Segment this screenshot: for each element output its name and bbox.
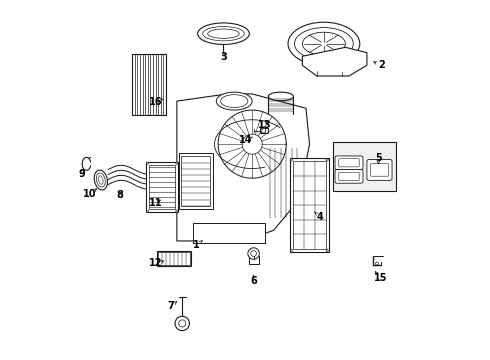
Text: 7: 7: [168, 301, 174, 311]
Text: 9: 9: [78, 168, 85, 179]
Bar: [333, 142, 395, 191]
Ellipse shape: [269, 92, 294, 101]
Text: 3: 3: [220, 52, 227, 62]
Ellipse shape: [290, 249, 293, 251]
Ellipse shape: [94, 170, 107, 190]
Bar: [158, 252, 190, 265]
Bar: [157, 251, 191, 266]
Text: 13: 13: [258, 121, 271, 130]
Bar: [248, 256, 259, 264]
Text: 2: 2: [379, 60, 385, 70]
Text: 8: 8: [117, 190, 123, 200]
Ellipse shape: [326, 249, 328, 251]
Text: 12: 12: [149, 258, 163, 268]
Ellipse shape: [326, 159, 328, 161]
Ellipse shape: [147, 210, 148, 212]
Bar: [149, 165, 175, 210]
Text: 11: 11: [148, 198, 162, 208]
Text: 4: 4: [316, 212, 323, 221]
Ellipse shape: [248, 248, 259, 259]
Text: 15: 15: [373, 273, 387, 283]
Text: 1: 1: [193, 240, 200, 250]
Bar: [132, 54, 166, 116]
Text: 16: 16: [148, 97, 162, 107]
Ellipse shape: [197, 23, 249, 44]
Polygon shape: [302, 47, 367, 76]
Ellipse shape: [147, 162, 148, 164]
Bar: [147, 162, 178, 212]
Ellipse shape: [375, 262, 378, 265]
Bar: [179, 153, 213, 209]
Text: 10: 10: [83, 189, 97, 199]
Ellipse shape: [175, 316, 190, 330]
Ellipse shape: [216, 92, 252, 110]
Bar: [260, 128, 269, 134]
Bar: [181, 156, 210, 206]
Ellipse shape: [176, 210, 178, 212]
Ellipse shape: [288, 22, 360, 65]
Ellipse shape: [261, 128, 266, 133]
Text: 6: 6: [250, 276, 257, 286]
FancyBboxPatch shape: [367, 159, 392, 180]
Polygon shape: [177, 94, 310, 241]
FancyBboxPatch shape: [335, 170, 363, 183]
Bar: [290, 158, 329, 252]
Text: 5: 5: [375, 153, 382, 163]
Text: 14: 14: [239, 135, 253, 145]
Ellipse shape: [290, 159, 293, 161]
Bar: [193, 223, 265, 243]
Bar: [293, 161, 326, 249]
FancyBboxPatch shape: [335, 156, 363, 170]
Ellipse shape: [176, 162, 178, 164]
